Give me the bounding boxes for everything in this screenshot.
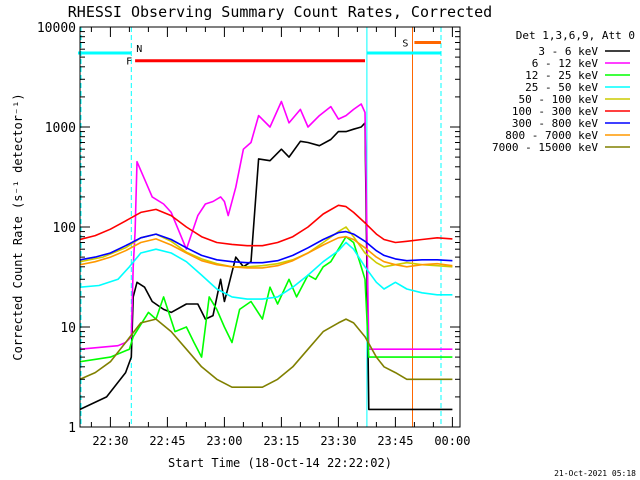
footer-timestamp: 21-Oct-2021 05:18	[554, 469, 636, 478]
plot-frame	[79, 26, 461, 428]
state-bar-label: F	[126, 57, 132, 68]
y-axis-label: Corrected Count Rate (s⁻¹ detector⁻¹)	[11, 93, 25, 360]
x-axis: 22:30 22:45 23:00 23:15 23:30 23:45 00:00	[90, 27, 470, 448]
series-line-50-100-kev	[80, 226, 453, 268]
legend-label-7000-15000-kev: 7000 - 15000 keV	[492, 141, 598, 154]
legend-label-300-800-kev: 300 - 800 keV	[512, 117, 598, 130]
legend-label-100-300-kev: 100 - 300 keV	[512, 105, 598, 118]
legend-label-12-25-kev: 12 - 25 keV	[525, 69, 598, 82]
y-tick-label: 1	[68, 421, 76, 436]
legend-label-6-12-kev: 6 - 12 keV	[532, 57, 599, 70]
series-line-25-50-kev	[80, 241, 453, 300]
x-axis-label: Start Time (18-Oct-14 22:22:02)	[168, 456, 392, 470]
legend-label-3-6-kev: 3 - 6 keV	[538, 45, 598, 58]
x-tick-label: 23:30	[320, 434, 356, 448]
y-axis: 1 10 100 1000 10000	[37, 21, 460, 436]
y-tick-label: 1000	[45, 121, 76, 136]
x-tick-label: 22:45	[149, 434, 185, 448]
series-layer	[80, 100, 453, 411]
series-line-300-800-kev	[80, 230, 453, 264]
state-bar-label: N	[136, 44, 142, 55]
series-line-3-6-kev	[80, 122, 453, 411]
series-line-6-12-kev	[80, 100, 453, 351]
chart-title: RHESSI Observing Summary Count Rates, Co…	[68, 3, 492, 21]
series-line-800-7000-kev	[80, 235, 453, 269]
legend-label-800-7000-kev: 800 - 7000 keV	[505, 129, 598, 142]
x-tick-label: 22:30	[92, 434, 128, 448]
x-tick-label: 23:45	[377, 434, 413, 448]
series-line-100-300-kev	[80, 204, 453, 247]
legend-title: Det 1,3,6,9, Att 0	[516, 29, 635, 42]
x-tick-label: 00:00	[434, 434, 470, 448]
legend-label-50-100-kev: 50 - 100 keV	[519, 93, 599, 106]
x-tick-label: 23:15	[263, 434, 299, 448]
y-tick-label: 10000	[37, 21, 76, 36]
y-tick-label: 10	[60, 321, 76, 336]
y-tick-label: 100	[53, 221, 76, 236]
state-bars-layer: NF S	[78, 38, 441, 68]
legend-label-25-50-kev: 25 - 50 keV	[525, 81, 598, 94]
series-line-7000-15000-kev	[80, 318, 453, 389]
series-line-12-25-kev	[80, 235, 453, 363]
state-bar-label: S	[402, 38, 408, 49]
x-tick-label: 23:00	[206, 434, 242, 448]
